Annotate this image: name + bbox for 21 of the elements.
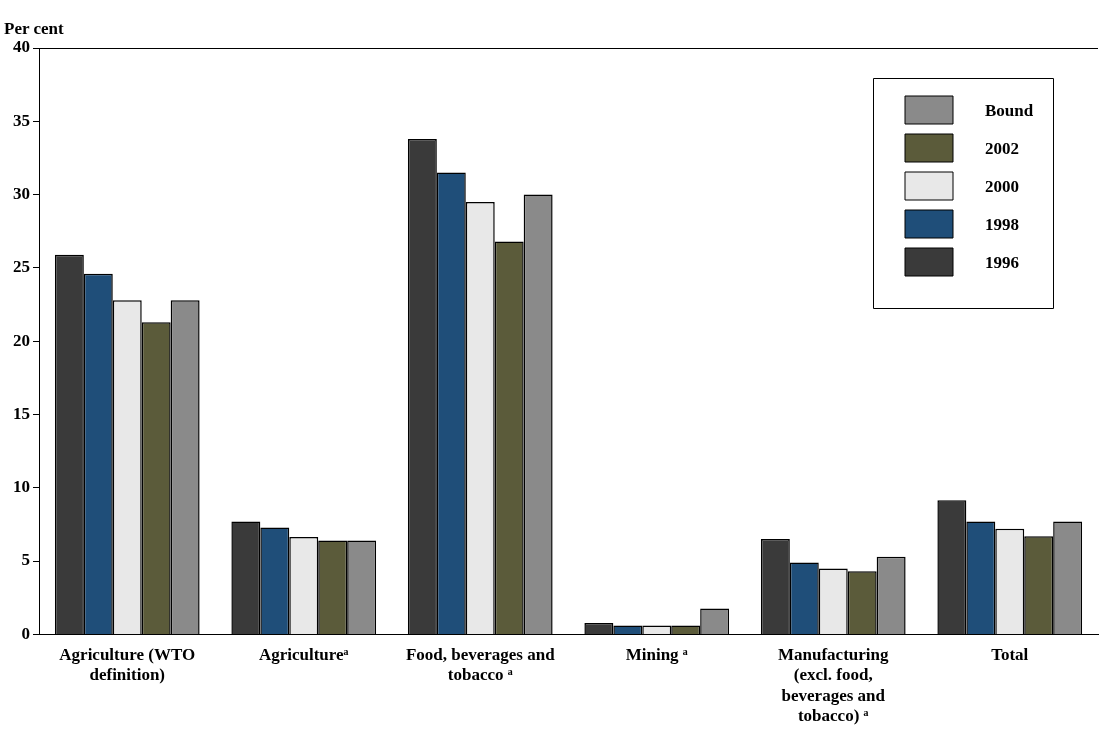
- legend-label: 1998: [985, 215, 1019, 235]
- legend-label: Bound: [985, 101, 1034, 121]
- legend-label: 1996: [985, 253, 1019, 273]
- x-tick-label: Total: [991, 644, 1029, 664]
- x-tick-label: Mining ᵃ: [625, 644, 688, 664]
- y-tick-label: 0: [21, 623, 30, 643]
- y-tick-label: 5: [21, 550, 30, 570]
- x-tick-label: Agriculture (WTO definition): [59, 644, 196, 685]
- y-tick-label: 20: [13, 330, 30, 350]
- y-axis-title: Per cent: [4, 18, 64, 38]
- y-tick-label: 15: [13, 403, 30, 423]
- legend-label: 2000: [985, 177, 1019, 197]
- x-tick-label: Food, beverages and tobacco ᵃ: [405, 644, 556, 685]
- x-tick-label: Manufacturing (excl. food, beverages and tobacco) ᵃ: [778, 644, 889, 726]
- x-tick-label: Agricultureᵃ: [258, 644, 349, 664]
- y-tick-label: 40: [13, 37, 30, 57]
- y-tick-label: 35: [13, 110, 30, 130]
- y-tick-label: 10: [13, 477, 30, 497]
- y-tick-label: 30: [13, 183, 30, 203]
- legend-label: 2002: [985, 139, 1019, 159]
- y-tick-label: 25: [13, 257, 30, 277]
